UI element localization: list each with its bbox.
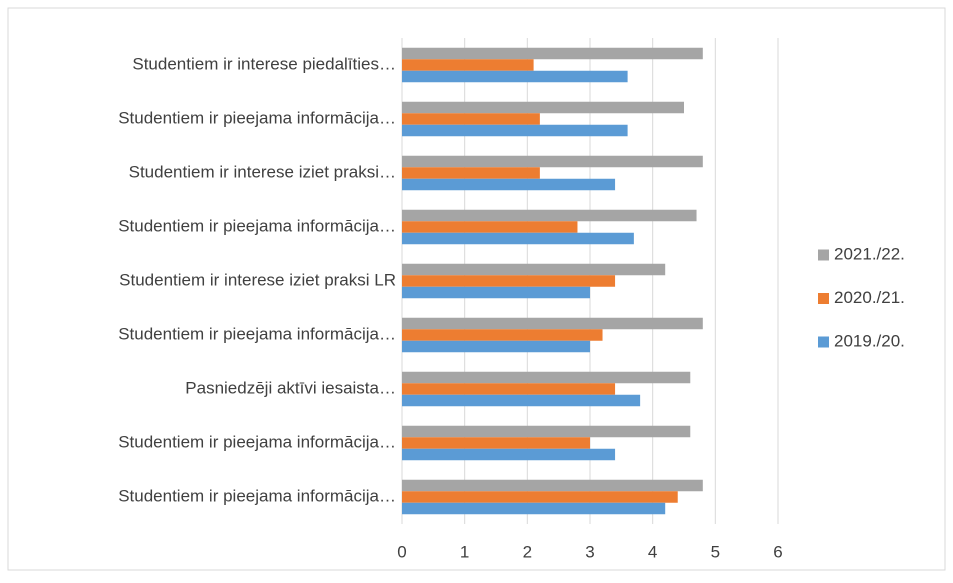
bar [402, 70, 628, 83]
bar [402, 383, 616, 395]
bar [402, 275, 616, 287]
legend-swatch [818, 293, 829, 304]
bar [402, 437, 590, 449]
bar [402, 209, 697, 222]
bar [402, 155, 703, 168]
bar [402, 101, 684, 114]
bar [402, 124, 628, 137]
bar [402, 448, 616, 461]
bar [402, 491, 678, 503]
bar [402, 502, 666, 515]
bar [402, 394, 641, 407]
bar [402, 59, 534, 71]
bar [402, 167, 540, 179]
y-tick-label: Studentiem ir interese iziet praksi… [129, 162, 396, 181]
bar [402, 232, 634, 245]
x-tick-label: 4 [648, 542, 657, 561]
bar [402, 340, 590, 353]
bar [402, 113, 540, 125]
x-tick-label: 2 [523, 542, 532, 561]
bar [402, 263, 666, 276]
bar [402, 317, 703, 330]
legend-label: 2021./22. [834, 244, 905, 263]
bar [402, 329, 603, 341]
x-tick-label: 0 [397, 542, 406, 561]
x-tick-label: 6 [773, 542, 782, 561]
legend-swatch [818, 249, 829, 261]
bar [402, 178, 616, 191]
bar [402, 47, 703, 60]
legend-label: 2019./20. [834, 331, 905, 350]
legend-label: 2020./21. [834, 288, 905, 307]
y-tick-label: Studentiem ir pieejama informācija… [118, 324, 396, 343]
bar [402, 479, 703, 492]
y-tick-label: Studentiem ir interese piedalīties… [132, 54, 396, 73]
x-tick-label: 5 [711, 542, 720, 561]
bar [402, 371, 691, 384]
y-tick-label: Studentiem ir pieejama informācija… [118, 432, 396, 451]
legend-swatch [818, 336, 829, 348]
y-tick-label: Studentiem ir interese iziet praksi LR [119, 270, 396, 289]
y-tick-label: Studentiem ir pieejama informācija… [118, 486, 396, 505]
y-tick-label: Studentiem ir pieejama informācija… [118, 108, 396, 127]
x-tick-label: 3 [585, 542, 594, 561]
bar [402, 425, 691, 438]
bar [402, 221, 578, 233]
x-tick-label: 1 [460, 542, 469, 561]
y-tick-label: Pasniedzēji aktīvi iesaista… [185, 378, 396, 397]
bar [402, 286, 590, 299]
y-tick-label: Studentiem ir pieejama informācija… [118, 216, 396, 235]
